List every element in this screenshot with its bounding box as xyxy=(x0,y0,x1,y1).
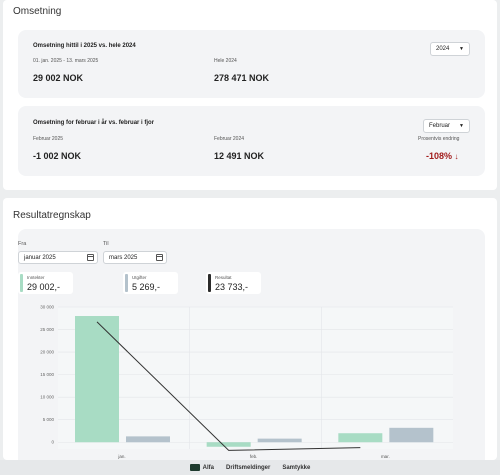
change-label: Prosentvis endring xyxy=(418,136,460,142)
result-chart: 30 000 25 000 20 000 15 000 10 000 5 000 0 jan.… xyxy=(40,305,453,459)
ytd-period-value: 29 002 NOK xyxy=(33,73,84,83)
month-card-title: Omsetning for februar i år vs. februar i… xyxy=(33,120,155,126)
legend-expenses-color xyxy=(125,274,128,292)
compare-year-value: 278 471 NOK xyxy=(214,73,270,83)
current-month-label: Februar 2025 xyxy=(33,136,64,142)
previous-month-label: Februar 2024 xyxy=(214,136,245,142)
to-date-value: mars 2025 xyxy=(109,254,138,261)
omsetning-title: Omsetning xyxy=(13,6,62,17)
from-date-value: januar 2025 xyxy=(24,254,56,261)
result-line xyxy=(96,321,361,451)
legend-expenses-value: 5 269,- xyxy=(132,282,161,292)
change-percent: -108% xyxy=(426,151,453,161)
change-value: -108% ↓ xyxy=(426,151,459,161)
bar-utgifter xyxy=(389,427,434,443)
bar-inntekter xyxy=(75,316,119,443)
chevron-down-icon: ▼ xyxy=(459,46,464,52)
y-tick-label: 15 000 xyxy=(40,372,54,377)
year-select-value: 2024 xyxy=(436,46,450,52)
y-tick-label: 20 000 xyxy=(40,350,54,355)
arrow-down-icon: ↓ xyxy=(454,152,459,161)
flag-icon xyxy=(189,464,200,471)
to-date-input[interactable]: mars 2025 xyxy=(103,251,167,264)
from-date-input[interactable]: januar 2025 xyxy=(18,251,98,264)
footer-samtykke[interactable]: Samtykke xyxy=(282,464,311,471)
calendar-icon[interactable] xyxy=(156,254,163,261)
from-label: Fra xyxy=(18,241,27,247)
resultat-title: Resultatregnskap xyxy=(13,210,91,221)
resultat-card: Fra januar 2025 Til mars 2025 Inntekter … xyxy=(18,229,485,460)
legend-income-color xyxy=(20,274,23,292)
y-tick-label: 25 000 xyxy=(40,327,54,332)
x-tick-label: mar. xyxy=(381,454,390,459)
bar-inntekter xyxy=(338,433,383,443)
plot-area xyxy=(58,307,453,449)
y-tick-label: 30 000 xyxy=(40,305,54,310)
x-tick-label: jan. xyxy=(117,454,125,459)
compare-year-label: Hele 2024 xyxy=(214,58,237,64)
footer-driftsmeldinger[interactable]: Driftsmeldinger xyxy=(225,464,271,471)
year-select[interactable]: 2024 ▼ xyxy=(430,42,470,56)
bar-utgifter xyxy=(257,438,302,443)
legend-result-value: 23 733,- xyxy=(215,282,249,292)
footer-bar: Alfa Driftsmeldinger Samtykke xyxy=(0,460,500,475)
calendar-icon[interactable] xyxy=(87,254,94,261)
bar-utgifter xyxy=(126,436,170,443)
current-month-value: -1 002 NOK xyxy=(33,151,82,161)
x-tick-label: feb. xyxy=(250,454,258,459)
legend-result: Resultat 23 733,- xyxy=(206,272,261,294)
ytd-card-title: Omsetning hittil i 2025 vs. hele 2024 xyxy=(33,43,136,49)
y-tick-label: 10 000 xyxy=(40,395,54,400)
legend-income-value: 29 002,- xyxy=(27,282,61,292)
month-select-value: Februar xyxy=(429,123,451,129)
ytd-period-label: 01. jan. 2025 - 13. mars 2025 xyxy=(33,58,99,64)
legend-expenses: Utgifter 5 269,- xyxy=(123,272,178,294)
resultat-section: Resultatregnskap Fra januar 2025 Til mar… xyxy=(3,198,497,460)
to-label: Til xyxy=(103,241,109,247)
month-revenue-card: Omsetning for februar i år vs. februar i… xyxy=(18,106,485,176)
omsetning-section: Omsetning Omsetning hittil i 2025 vs. he… xyxy=(3,0,497,190)
legend-income: Inntekter 29 002,- xyxy=(18,272,73,294)
previous-month-value: 12 491 NOK xyxy=(214,151,265,161)
bar-inntekter xyxy=(206,442,251,447)
legend-result-label: Resultat xyxy=(215,275,232,280)
chevron-down-icon: ▼ xyxy=(459,123,464,129)
footer-alfa[interactable]: Alfa xyxy=(189,464,214,471)
y-tick-label: 0 xyxy=(51,440,54,445)
month-select[interactable]: Februar ▼ xyxy=(423,119,470,133)
legend-income-label: Inntekter xyxy=(27,275,45,280)
legend-result-color xyxy=(208,274,211,292)
ytd-revenue-card: Omsetning hittil i 2025 vs. hele 2024 01… xyxy=(18,30,485,98)
y-tick-label: 5 000 xyxy=(43,417,55,422)
legend-expenses-label: Utgifter xyxy=(132,275,147,280)
